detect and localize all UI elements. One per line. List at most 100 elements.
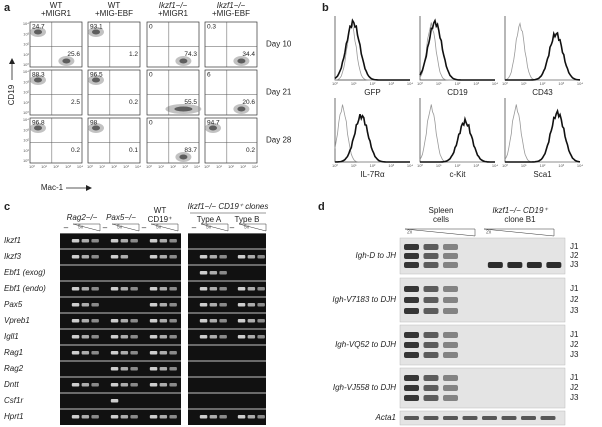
y-axis-label: CD19 xyxy=(7,84,16,105)
band-label: J2 xyxy=(570,340,579,349)
gel-band xyxy=(404,286,419,292)
gel-band xyxy=(257,415,265,419)
gel-band xyxy=(149,351,158,355)
gel-band xyxy=(81,351,90,355)
gel-band xyxy=(199,271,208,275)
gel-band xyxy=(404,416,419,420)
gel-band xyxy=(443,244,458,250)
row-label: Day 28 xyxy=(266,136,292,145)
gel-band xyxy=(404,262,419,268)
gel-band xyxy=(237,335,246,339)
sample-histogram xyxy=(505,108,581,163)
quadrant-value: 93.1 xyxy=(90,24,103,31)
gel-band xyxy=(169,335,177,339)
gene-label: Ikzf1 xyxy=(4,236,21,245)
y-tick-label: 10³ xyxy=(23,31,29,36)
gel-band xyxy=(130,335,138,339)
gel-band xyxy=(443,352,458,358)
gel-band xyxy=(110,255,119,259)
gel-band xyxy=(81,415,90,419)
gel-band xyxy=(443,253,458,259)
y-tick-label: 10⁰ xyxy=(23,110,29,115)
x-tick-label: 10⁰ xyxy=(502,163,508,168)
x-tick-label: 10¹ xyxy=(99,164,105,169)
gel-band xyxy=(423,308,439,314)
gel-band xyxy=(443,385,458,391)
histogram-frame xyxy=(504,98,580,163)
gene-label: Csf1r xyxy=(4,396,23,405)
quadrant-value: 20.6 xyxy=(242,99,255,106)
gel-band xyxy=(423,395,439,401)
gel-band xyxy=(507,262,523,268)
gel-band xyxy=(404,395,419,401)
x-tick-label: 10⁴ xyxy=(492,163,498,168)
gel-band xyxy=(482,416,497,420)
dilution-label: 5x xyxy=(206,224,212,230)
group-header: clone B1 xyxy=(504,215,536,224)
quadrant-value: 96.8 xyxy=(32,120,45,127)
cell-cluster-core xyxy=(179,58,188,64)
sample-histogram xyxy=(419,18,495,81)
x-tick-label: 10³ xyxy=(123,164,129,169)
x-tick-label: 10⁴ xyxy=(407,163,413,168)
gel-band xyxy=(120,255,129,259)
x-tick-label: 10³ xyxy=(65,164,71,169)
cell-cluster-core xyxy=(179,154,188,160)
arrow-head xyxy=(86,185,92,191)
gel-band xyxy=(159,335,168,339)
quadrant-value: 0.3 xyxy=(207,24,216,31)
column-header: +MIGR1 xyxy=(41,9,72,18)
x-tick-label: 10⁴ xyxy=(492,81,498,86)
gel-band xyxy=(521,416,536,420)
histogram-label: c-Kit xyxy=(450,170,467,179)
band-label: J1 xyxy=(570,242,579,251)
gel-band xyxy=(443,297,458,303)
gel-band xyxy=(237,255,246,259)
gel-band xyxy=(149,255,158,259)
gel-band xyxy=(130,287,138,291)
gel-band xyxy=(159,351,168,355)
gel-band xyxy=(404,297,419,303)
quadrant-value: 0.2 xyxy=(246,147,255,154)
panel-letter: a xyxy=(4,2,11,14)
gel-band xyxy=(120,319,129,323)
gel-band xyxy=(71,303,80,307)
gel-band xyxy=(159,319,168,323)
quadrant-value: 98 xyxy=(90,120,98,127)
band-label: J2 xyxy=(570,295,579,304)
x-tick-label: 10⁰ xyxy=(417,81,423,86)
histogram-frame xyxy=(419,98,495,163)
gel-band xyxy=(237,303,246,307)
x-tick-label: 10³ xyxy=(182,164,188,169)
panel-letter: d xyxy=(318,201,325,213)
gel-band xyxy=(110,383,119,387)
x-tick-label: 10⁰ xyxy=(146,164,152,169)
gel-band xyxy=(219,303,227,307)
gel-band xyxy=(81,303,90,307)
gel-band xyxy=(91,287,99,291)
cell-cluster-core xyxy=(34,125,42,131)
gel-band xyxy=(219,287,227,291)
gel-band xyxy=(159,415,168,419)
y-tick-label: 10⁴ xyxy=(23,117,29,122)
gel-band xyxy=(199,255,208,259)
quadrant-value: 0 xyxy=(149,24,153,31)
gel-band xyxy=(71,383,80,387)
gel-band xyxy=(199,319,208,323)
quadrant-value: 0 xyxy=(149,72,153,79)
minus-lane-label: – xyxy=(64,223,69,232)
gel-band xyxy=(71,415,80,419)
gel-band xyxy=(546,262,562,268)
band-label: J2 xyxy=(570,251,579,260)
gel-band xyxy=(237,287,246,291)
gene-label: Ebf1 (exog) xyxy=(4,268,46,277)
quadrant-value: 34.4 xyxy=(242,51,255,58)
gene-label: Hprt1 xyxy=(4,412,24,421)
gel-band xyxy=(257,335,265,339)
gel-band xyxy=(81,319,90,323)
x-tick-label: 10⁴ xyxy=(407,81,413,86)
gel-band xyxy=(423,352,439,358)
gel-band xyxy=(257,287,265,291)
gel-band xyxy=(247,319,256,323)
gel-band xyxy=(237,415,246,419)
